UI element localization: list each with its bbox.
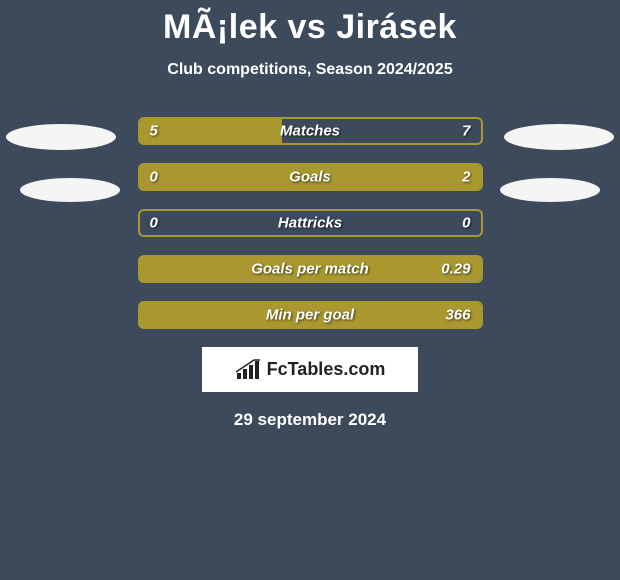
stat-value-right: 2	[462, 169, 470, 186]
stat-value-left: 0	[150, 215, 158, 232]
page-title: MÃ¡lek vs Jirásek	[0, 0, 620, 47]
stat-value-right: 0	[462, 215, 470, 232]
stat-label: Min per goal	[266, 307, 354, 324]
stat-value-right: 7	[462, 123, 470, 140]
stat-label: Goals per match	[251, 261, 369, 278]
stats-area: 5 Matches 7 0 Goals 2 0 Hattricks 0 Goals per mat…	[0, 117, 620, 329]
stat-value-left: 0	[150, 169, 158, 186]
date-line: 29 september 2024	[0, 410, 620, 430]
stat-row: 5 Matches 7	[138, 117, 483, 145]
stat-row: 0 Goals 2	[138, 163, 483, 191]
stat-row: Min per goal 366	[138, 301, 483, 329]
brand-box[interactable]: FcTables.com	[202, 347, 418, 392]
stat-value-right: 366	[445, 307, 470, 324]
stat-row: 0 Hattricks 0	[138, 209, 483, 237]
stat-value-left: 5	[150, 123, 158, 140]
stat-fill-left	[140, 119, 282, 143]
subtitle: Club competitions, Season 2024/2025	[0, 61, 620, 79]
stat-label: Matches	[280, 123, 340, 140]
bar-chart-icon	[235, 359, 261, 381]
stat-label: Goals	[289, 169, 331, 186]
stat-row: Goals per match 0.29	[138, 255, 483, 283]
brand-text: FcTables.com	[267, 359, 386, 380]
stat-value-right: 0.29	[441, 261, 470, 278]
stat-label: Hattricks	[278, 215, 342, 232]
